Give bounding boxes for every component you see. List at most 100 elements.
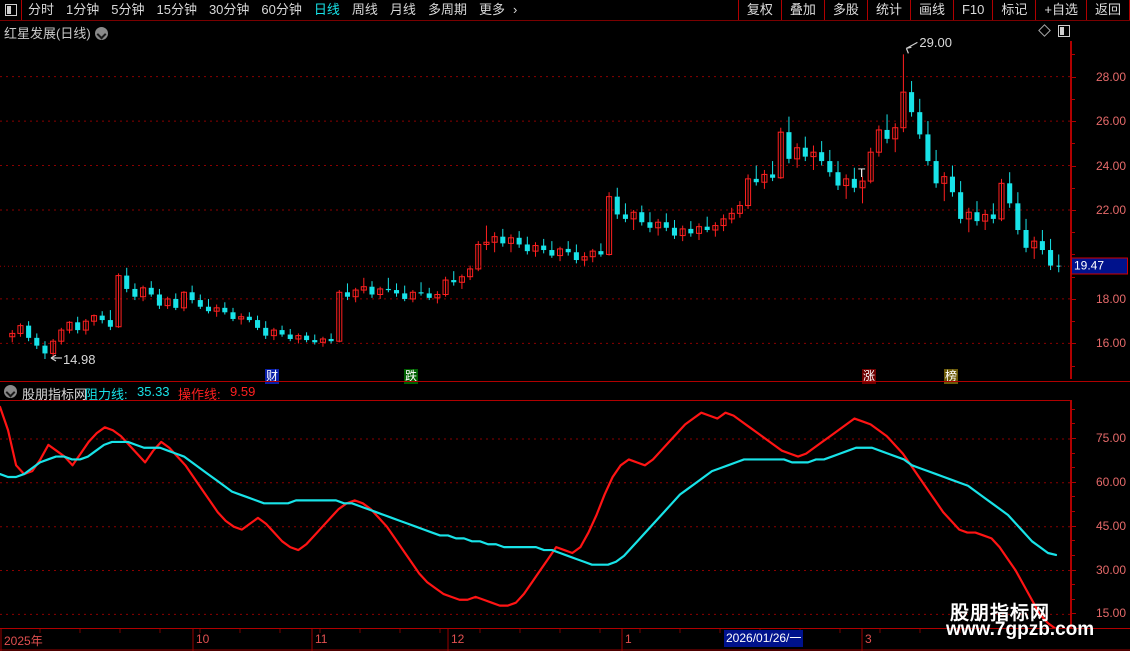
period-tab-5min[interactable]: 5分钟 (111, 2, 145, 17)
price-axis-minor-tick (1071, 232, 1075, 234)
toolbar-left-group: 分时 1分钟 5分钟 15分钟 30分钟 60分钟 日线 周线 月线 多周期 更… (0, 0, 523, 20)
period-tab-60min[interactable]: 60分钟 (261, 2, 302, 17)
price-axis-minor-tick (1071, 276, 1075, 278)
stock-title-text: 红星发展(日线) (4, 26, 91, 41)
indicator-axis-minor-tick (1071, 584, 1075, 586)
indicator-axis-tick (1071, 569, 1076, 571)
chevron-down-icon[interactable] (94, 27, 108, 40)
candlestick-chart (0, 54, 1070, 359)
indicator-axis-label: 15.00 (1095, 606, 1126, 621)
button-add-zixuan[interactable]: +自选 (1035, 0, 1086, 20)
price-axis-minor-tick (1071, 54, 1075, 56)
price-axis-label: 22.00 (1095, 203, 1126, 217)
price-axis-minor-tick (1071, 321, 1075, 323)
panel-toggle-icon (4, 4, 17, 16)
indicator-axis-tick (1071, 525, 1076, 527)
watermark-url: www.7gpzb.com (946, 619, 1095, 640)
date-axis-label: 3 (865, 632, 872, 646)
marker-zhang[interactable]: 涨 (862, 369, 877, 384)
price-axis-tick (1071, 121, 1076, 123)
price-axis-tick (1071, 343, 1076, 345)
indicator-axis-minor-tick (1071, 598, 1075, 600)
toolbar-right-group: 复权 叠加 多股 统计 画线 F10 标记 +自选 返回 (737, 0, 1130, 20)
indicator-brand-label: 股朋指标网 (22, 387, 88, 402)
toolbar-spacer (523, 0, 738, 20)
resistance-line-value: 35.33 (137, 384, 170, 399)
chevron-right-icon[interactable]: › (512, 2, 518, 17)
indicator-axis-minor-tick (1071, 496, 1075, 498)
button-diejia[interactable]: 叠加 (780, 0, 824, 20)
resistance-line-label: 阻力线: (85, 387, 128, 402)
period-tab-15min[interactable]: 15分钟 (156, 2, 197, 17)
date-axis-label: 2025年 (4, 634, 43, 648)
button-fanhui[interactable]: 返回 (1085, 0, 1130, 20)
period-tab-fenshi[interactable]: 分时 (28, 2, 55, 17)
period-tab-weekly[interactable]: 周线 (351, 2, 378, 17)
indicator-axis-minor-tick (1071, 423, 1075, 425)
period-tab-1min[interactable]: 1分钟 (66, 2, 100, 17)
price-axis-label: 26.00 (1095, 114, 1126, 129)
chart-title-bar: 红星发展(日线) (0, 22, 1130, 42)
indicator-axis-tick (1071, 438, 1076, 439)
indicator-collapse-icon[interactable] (4, 385, 17, 398)
operation-line-value: 9.59 (230, 384, 256, 399)
price-axis-tick (1071, 210, 1076, 211)
indicator-chart-pane[interactable] (0, 400, 1071, 628)
price-axis-tick (1071, 165, 1076, 167)
price-axis-label: 16.00 (1095, 336, 1126, 351)
button-f10[interactable]: F10 (952, 0, 992, 20)
indicator-header: 股朋指标网 阻力线: 35.33 操作线: 9.59 (0, 381, 1130, 402)
price-axis-label: 18.00 (1095, 291, 1126, 306)
stock-title[interactable]: 红星发展(日线) (4, 23, 108, 42)
current-price-badge: 19.47 (1071, 257, 1128, 275)
operation-line-label: 操作线: (178, 387, 221, 402)
date-axis-label: 12 (451, 632, 465, 646)
price-axis-minor-tick (1071, 98, 1075, 100)
indicator-axis-label: 30.00 (1095, 562, 1126, 577)
date-axis-label: 11 (315, 632, 328, 646)
indicator-axis-label: 45.00 (1095, 518, 1126, 533)
selected-date-badge: 2026/01/26/一 (724, 630, 804, 647)
watermark-brand: 股朋指标网 (950, 603, 1051, 624)
date-axis-label: 1 (625, 632, 632, 646)
price-axis: 28.00 26.00 24.00 22.00 18.00 16.00 19.47 (1071, 41, 1130, 379)
period-tab-30min[interactable]: 30分钟 (208, 2, 250, 17)
indicator-axis-minor-tick (1071, 452, 1075, 454)
panel-toggle-button[interactable] (0, 0, 22, 20)
indicator-axis-label: 60.00 (1095, 474, 1126, 489)
indicator-axis-minor-tick (1071, 408, 1075, 410)
price-axis-label: 28.00 (1095, 69, 1126, 84)
oscillator-chart (0, 405, 1070, 628)
period-tab-more[interactable]: 更多 (478, 2, 505, 17)
layout-icon[interactable] (1058, 25, 1070, 37)
period-tab-daily[interactable]: 日线 (313, 2, 340, 17)
price-axis-label: 24.00 (1095, 158, 1126, 173)
button-fuquan[interactable]: 复权 (737, 0, 781, 20)
price-axis-tick (1071, 298, 1076, 300)
price-axis-minor-tick (1071, 254, 1075, 256)
date-axis-label: 10 (196, 632, 210, 646)
marker-cai[interactable]: 财 (265, 369, 280, 384)
top-toolbar: 分时 1分钟 5分钟 15分钟 30分钟 60分钟 日线 周线 月线 多周期 更… (0, 0, 1130, 21)
indicator-axis-tick (1071, 613, 1076, 615)
marker-die[interactable]: 跌 (404, 369, 419, 384)
period-tab-monthly[interactable]: 月线 (389, 2, 416, 17)
marker-t[interactable]: T (858, 166, 866, 180)
price-axis-minor-tick (1071, 365, 1075, 367)
high-price-annotation: 29.00 (919, 35, 952, 51)
button-tongji[interactable]: 统计 (866, 0, 910, 20)
marker-bang[interactable]: 榜 (944, 369, 959, 384)
price-axis-minor-tick (1071, 143, 1075, 145)
button-duogu[interactable]: 多股 (823, 0, 867, 20)
button-huaxian[interactable]: 画线 (909, 0, 953, 20)
price-axis-tick (1071, 76, 1076, 78)
period-tab-multi[interactable]: 多周期 (427, 2, 467, 17)
indicator-axis-rail (1071, 400, 1072, 628)
indicator-axis-minor-tick (1071, 554, 1075, 556)
indicator-axis: 75.00 60.00 45.00 30.00 15.00 (1071, 400, 1130, 628)
price-chart-pane[interactable] (0, 41, 1071, 379)
indicator-axis-minor-tick (1071, 511, 1075, 513)
indicator-axis-minor-tick (1071, 540, 1075, 542)
button-biaoji[interactable]: 标记 (992, 0, 1035, 20)
price-axis-minor-tick (1071, 187, 1075, 189)
